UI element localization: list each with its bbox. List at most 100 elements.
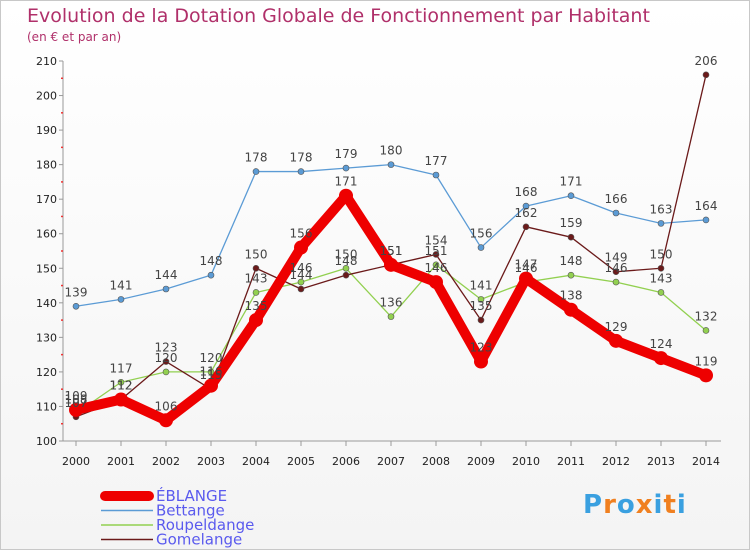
legend-label: ÉBLANGE xyxy=(156,486,227,505)
x-tick-label: 2013 xyxy=(647,455,675,468)
data-point xyxy=(654,351,668,366)
data-label: 148 xyxy=(560,254,583,268)
data-point xyxy=(342,271,350,279)
data-point xyxy=(294,240,308,255)
logo-letter: o xyxy=(616,490,636,520)
y-tick-label: 150 xyxy=(36,262,57,275)
data-point xyxy=(702,216,710,224)
x-tick-label: 2005 xyxy=(287,455,315,468)
data-point xyxy=(207,368,215,376)
data-point xyxy=(72,302,80,310)
data-label: 166 xyxy=(605,192,628,206)
data-label: 141 xyxy=(110,278,133,292)
y-tick-label: 200 xyxy=(36,90,57,103)
data-point xyxy=(159,413,173,428)
data-point xyxy=(252,289,260,296)
data-label: 159 xyxy=(560,216,583,230)
x-tick-label: 2004 xyxy=(242,455,270,468)
chart-subtitle: (en € et par an) xyxy=(27,30,122,44)
data-point xyxy=(297,278,305,286)
series-lines xyxy=(69,71,713,428)
x-tick-label: 2007 xyxy=(377,455,405,468)
data-point xyxy=(657,220,665,227)
data-point xyxy=(477,316,485,324)
data-point xyxy=(429,275,443,290)
y-tick-label: 110 xyxy=(36,400,57,413)
y-tick-label: 100 xyxy=(36,435,57,448)
data-label: 151 xyxy=(380,244,403,258)
data-label: 206 xyxy=(695,54,718,68)
data-label: 132 xyxy=(695,309,718,323)
x-tick-label: 2011 xyxy=(557,455,585,468)
data-point xyxy=(339,188,353,203)
y-tick-label: 120 xyxy=(36,366,57,379)
data-label: 146 xyxy=(515,261,538,275)
y-tick-label: 210 xyxy=(36,55,57,68)
data-label: 164 xyxy=(695,199,718,213)
data-point xyxy=(702,327,710,334)
data-point xyxy=(567,271,575,279)
data-point xyxy=(252,264,260,272)
data-label: 178 xyxy=(290,151,313,165)
data-label: 156 xyxy=(290,227,313,241)
legend-label: Roupeldange xyxy=(156,516,254,534)
x-tick-label: 2012 xyxy=(602,455,630,468)
data-label: 129 xyxy=(605,320,628,334)
data-label: 117 xyxy=(110,361,133,375)
data-point xyxy=(297,168,305,175)
data-point xyxy=(567,233,575,241)
data-point xyxy=(609,333,623,348)
data-point xyxy=(69,402,83,417)
data-label: 143 xyxy=(245,271,268,285)
data-label: 135 xyxy=(245,299,268,313)
data-labels: 109 112 106 116 135 156 171 151 146 123 147 138 129 1… xyxy=(65,54,718,413)
x-tick-label: 2001 xyxy=(107,455,135,468)
logo-letter: r xyxy=(603,490,617,520)
x-tick-label: 2014 xyxy=(692,455,720,468)
data-label: 120 xyxy=(155,351,178,365)
data-point xyxy=(342,264,350,272)
data-point xyxy=(432,171,440,179)
data-label: 154 xyxy=(425,233,448,247)
data-point xyxy=(522,202,530,210)
data-label: 106 xyxy=(155,399,178,413)
data-point xyxy=(522,223,530,231)
data-point xyxy=(252,168,260,175)
data-label: 146 xyxy=(290,261,313,275)
data-point xyxy=(612,209,620,217)
data-point xyxy=(384,257,398,272)
logo-letter: P xyxy=(583,490,604,520)
data-point xyxy=(702,71,710,79)
legend-label: Gomelange xyxy=(156,531,242,549)
data-label: 136 xyxy=(380,296,403,310)
data-label: 119 xyxy=(695,354,718,368)
x-tick-label: 2006 xyxy=(332,455,360,468)
data-point xyxy=(477,296,485,303)
data-point xyxy=(342,164,350,172)
data-label: 178 xyxy=(245,151,268,165)
logo-letter: x xyxy=(635,490,654,520)
data-point xyxy=(699,368,713,383)
data-point xyxy=(297,285,305,293)
data-label: 151 xyxy=(380,244,403,258)
data-label: 144 xyxy=(290,268,313,282)
data-label: 148 xyxy=(335,254,358,268)
data-point xyxy=(612,278,620,286)
data-label: 107 xyxy=(65,396,88,410)
data-label: 171 xyxy=(560,175,583,189)
data-point xyxy=(207,271,215,279)
data-label: 123 xyxy=(155,341,178,355)
data-label: 123 xyxy=(470,341,493,355)
data-point xyxy=(474,354,488,369)
data-point xyxy=(519,271,533,286)
y-tick-label: 180 xyxy=(36,159,57,172)
y-tick-label: 160 xyxy=(36,228,57,241)
logo-letter: i xyxy=(676,490,687,520)
data-point xyxy=(162,368,170,376)
data-point xyxy=(204,378,218,393)
data-point xyxy=(387,313,395,320)
data-point xyxy=(249,313,263,328)
